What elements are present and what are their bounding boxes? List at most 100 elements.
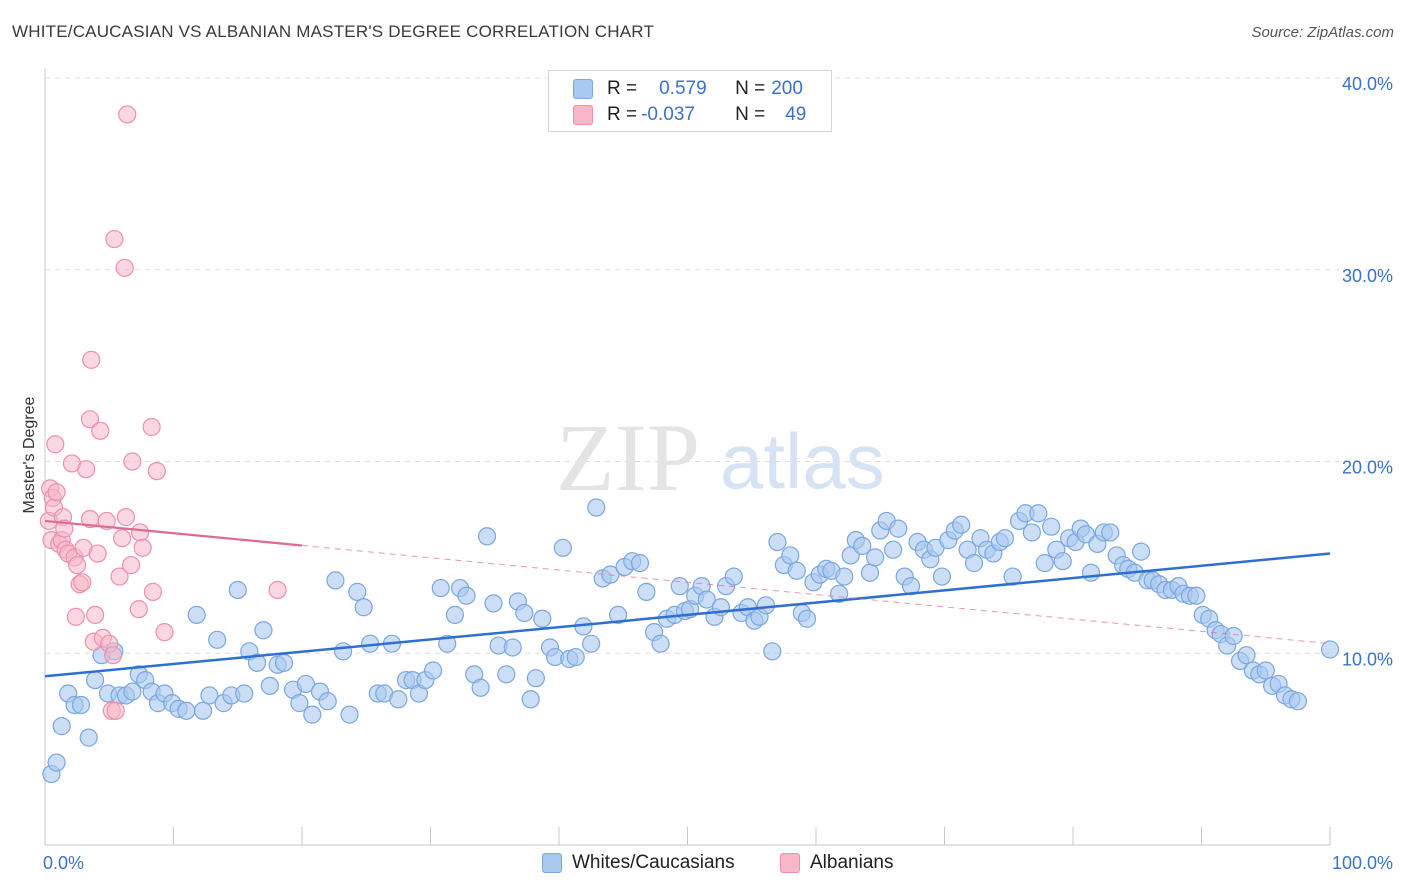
point-whites: [763, 642, 782, 661]
point-whites: [756, 596, 775, 615]
x-tick-label-min: 0.0%: [43, 853, 84, 873]
point-albanians: [155, 623, 174, 642]
point-whites: [830, 584, 849, 603]
point-whites: [853, 536, 872, 555]
source-label: Source: ZipAtlas.com: [1251, 24, 1394, 41]
point-whites: [609, 605, 628, 625]
point-albanians: [115, 258, 134, 277]
point-whites: [1224, 626, 1243, 646]
axes: [44, 68, 1331, 846]
point-whites: [952, 515, 971, 534]
point-whites: [1081, 563, 1101, 582]
point-albanians: [104, 646, 123, 665]
trend-line-whites: [44, 552, 1331, 678]
point-albanians: [91, 421, 110, 440]
watermark: ZIP atlas: [556, 404, 885, 511]
point-whites: [187, 605, 206, 625]
point-whites: [553, 538, 572, 557]
legend-n-value-whites: 200: [771, 78, 803, 99]
trend-lines: [44, 519, 1331, 678]
point-albanians: [46, 435, 65, 454]
point-albanians: [123, 452, 142, 471]
point-whites: [932, 567, 952, 586]
y-tick-label: 40.0%: [1342, 74, 1393, 94]
point-albanians: [112, 529, 132, 548]
point-whites: [290, 694, 309, 713]
point-whites: [254, 621, 273, 640]
point-albanians: [82, 350, 101, 369]
point-whites: [630, 554, 650, 573]
trend-line-albanians-dashed: [301, 544, 1331, 645]
point-albanians: [86, 605, 105, 625]
point-whites: [177, 701, 196, 720]
point-whites: [1320, 640, 1340, 659]
point-albanians: [97, 511, 116, 531]
point-whites: [296, 674, 315, 694]
point-whites: [521, 690, 540, 709]
point-whites: [526, 669, 545, 688]
point-whites: [79, 728, 98, 747]
legend-r-value-whites: 0.579: [659, 78, 707, 99]
point-albanians: [80, 410, 100, 429]
point-whites: [334, 642, 353, 661]
point-albanians: [55, 519, 74, 538]
point-whites: [835, 567, 854, 586]
bottom-legend-albanians[interactable]: Albanians: [780, 852, 893, 874]
point-whites: [389, 690, 408, 709]
point-whites: [47, 753, 66, 772]
point-whites: [587, 498, 606, 517]
legend-row-whites: R = 0.579 N = 200: [573, 77, 803, 101]
point-whites: [515, 603, 534, 623]
point-whites: [208, 630, 227, 649]
point-albanians: [116, 508, 136, 527]
point-whites: [477, 527, 497, 546]
legend-swatch-albanians: [573, 105, 593, 125]
y-tick-label: 30.0%: [1342, 266, 1393, 286]
stats-legend: R = 0.579 N = 200 R = -0.037 N = 49: [548, 70, 832, 132]
bottom-legend-label-albanians: Albanians: [810, 852, 894, 873]
point-whites: [1288, 692, 1307, 711]
point-whites: [348, 582, 367, 601]
point-whites: [445, 605, 465, 625]
legend-swatch-whites: [573, 79, 593, 99]
bottom-legend-whites[interactable]: Whites/Caucasians: [542, 852, 735, 874]
point-whites: [1187, 586, 1206, 605]
point-whites: [860, 563, 880, 582]
point-whites: [637, 582, 656, 601]
point-whites: [787, 561, 806, 580]
point-whites: [1029, 504, 1048, 523]
series-albanians-points: [39, 105, 287, 720]
point-whites: [566, 647, 585, 667]
legend-r-label: R =: [607, 78, 638, 99]
point-whites: [1042, 517, 1061, 536]
legend-n-value-albanians: 49: [785, 104, 807, 125]
point-whites: [193, 701, 213, 720]
point-whites: [497, 665, 516, 684]
point-albanians: [121, 555, 141, 575]
point-whites: [247, 653, 267, 672]
point-albanians: [268, 580, 287, 600]
point-whites: [431, 578, 450, 598]
point-whites: [533, 609, 552, 628]
point-whites: [781, 546, 800, 565]
point-whites: [86, 670, 105, 690]
point-albanians: [133, 538, 152, 557]
point-whites: [354, 598, 373, 617]
point-whites: [457, 586, 476, 605]
chart-title: WHITE/CAUCASIAN VS ALBANIAN MASTER'S DEG…: [12, 22, 655, 41]
point-albanians: [68, 555, 87, 575]
trend-line-albanians-solid: [44, 519, 303, 547]
point-whites: [1237, 646, 1256, 665]
watermark-zip: ZIP: [556, 404, 700, 511]
bottom-legend-swatch-albanians: [780, 853, 800, 873]
point-albanians: [77, 460, 96, 479]
bottom-legend-swatch-whites: [542, 853, 562, 873]
point-whites: [964, 554, 984, 573]
point-whites: [1132, 542, 1151, 561]
point-whites: [582, 634, 601, 653]
point-albanians: [88, 544, 107, 563]
point-whites: [484, 594, 503, 613]
point-albanians: [143, 582, 163, 601]
point-whites: [423, 661, 443, 680]
point-albanians: [130, 523, 150, 542]
